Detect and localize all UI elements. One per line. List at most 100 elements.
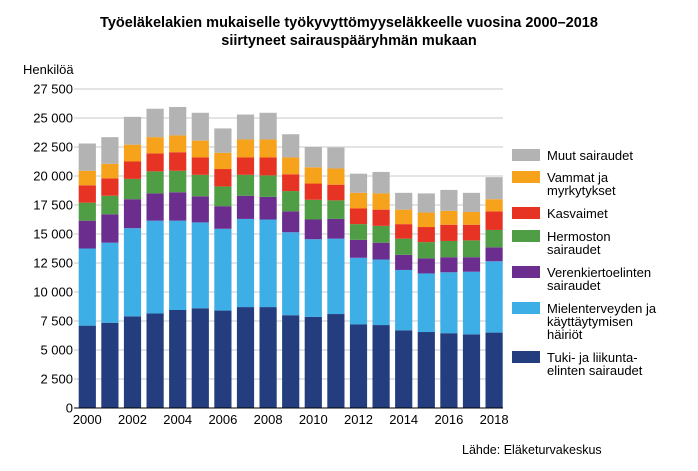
legend-label: käyttäytymisen [547,314,633,329]
bar-segment-2011-s2 [327,218,345,239]
bar-segment-2006-s0 [214,310,232,408]
bar-segment-2009-s3 [282,191,300,212]
x-tick-label: 2018 [480,412,509,427]
bar-segment-2013-s0 [372,325,390,408]
bar-segment-2010-s4 [304,183,322,200]
bar-segment-2000-s5 [78,170,96,186]
bar-segment-2005-s6 [191,112,209,141]
x-tick-label: 2006 [208,412,237,427]
bar-segment-2004-s4 [169,152,187,171]
bar-segment-2017-s0 [462,334,481,408]
bar-segment-2015-s1 [417,273,435,333]
bar-segment-2006-s3 [214,186,232,207]
bar-segment-2002-s3 [123,178,142,200]
bar-segment-2008-s6 [259,112,277,140]
legend-label: elinten sairaudet [547,363,643,378]
bar-segment-2002-s4 [123,161,142,179]
bar-segment-2002-s6 [123,116,142,145]
bar-segment-2015-s3 [417,242,435,259]
bar-segment-2002-s1 [123,228,142,317]
chart-title-line-1: Työeläkelakien mukaiselle työkyvyttömyys… [100,15,598,31]
bar-segment-2005-s2 [191,196,209,223]
bar-segment-2010-s6 [304,147,322,168]
legend-label: Tuki- ja liikunta- [547,350,638,365]
x-tick-label: 2004 [163,412,192,427]
bar-segment-2017-s6 [462,192,481,212]
bar-segment-2010-s5 [304,167,322,184]
legend-swatch [512,266,540,278]
bars [78,106,503,408]
bar-segment-2013-s5 [372,193,390,210]
bar-segment-2003-s3 [146,171,164,194]
bar-segment-2015-s4 [417,227,435,243]
y-tick-label: 27 500 [33,82,73,97]
bar-segment-2004-s2 [169,192,187,221]
bar-segment-2007-s0 [236,307,255,408]
bar-segment-2003-s6 [146,108,164,138]
bar-segment-2001-s0 [101,322,119,408]
legend-label: Kasvaimet [547,206,608,221]
bar-segment-2007-s5 [236,139,255,158]
bar-segment-2003-s4 [146,153,164,172]
bar-segment-2011-s1 [327,238,345,315]
bar-segment-2017-s2 [462,257,481,272]
bar-segment-2008-s3 [259,175,277,197]
bar-segment-2018-s5 [485,199,503,212]
bar-segment-2015-s5 [417,212,435,228]
bar-segment-2015-s6 [417,193,435,213]
bar-segment-2017-s1 [462,271,481,335]
bar-segment-2008-s4 [259,157,277,176]
bar-segment-2012-s6 [349,173,368,193]
bar-segment-2010-s1 [304,239,322,317]
bar-segment-2001-s1 [101,242,119,323]
bar-segment-2016-s0 [440,333,458,408]
bar-segment-2018-s1 [485,261,503,333]
legend-label: Verenkiertoelinten [547,265,651,280]
x-tick-label: 2002 [118,412,147,427]
bar-segment-2007-s1 [236,218,255,308]
bar-segment-2010-s3 [304,199,322,220]
legend-swatch [512,302,540,314]
bar-segment-2010-s0 [304,316,322,408]
bar-segment-2012-s1 [349,257,368,325]
y-tick-label: 25 000 [33,111,73,126]
x-tick-label: 2008 [254,412,283,427]
bar-segment-2014-s4 [395,224,413,239]
bar-segment-2013-s6 [372,171,390,194]
bar-segment-2018-s3 [485,229,503,248]
bar-segment-2002-s2 [123,199,142,229]
bar-segment-2003-s2 [146,193,164,221]
bar-segment-2000-s6 [78,143,96,171]
bar-segment-2006-s5 [214,152,232,170]
bar-segment-2000-s0 [78,325,96,408]
bar-segment-2013-s2 [372,242,390,260]
y-tick-label: 2 500 [40,372,73,387]
bar-segment-2004-s3 [169,170,187,193]
bar-segment-2000-s4 [78,185,96,203]
x-tick-label: 2012 [344,412,373,427]
y-tick-label: 5 000 [40,343,73,358]
bar-segment-2000-s3 [78,202,96,221]
bar-segment-2003-s1 [146,220,164,314]
bar-segment-2007-s2 [236,195,255,219]
legend-swatch [512,230,540,242]
bar-segment-2017-s5 [462,211,481,225]
bar-segment-2013-s1 [372,259,390,326]
y-axis-label: Henkilöä [23,62,74,77]
bar-segment-2001-s3 [101,195,119,215]
y-tick-label: 20 000 [33,169,73,184]
bar-segment-2001-s6 [101,137,119,164]
bar-segment-2009-s6 [282,134,300,158]
bar-segment-2002-s0 [123,316,142,408]
bar-segment-2016-s6 [440,189,458,211]
bar-segment-2005-s4 [191,157,209,175]
bar-segment-2012-s3 [349,224,368,240]
source-note: Lähde: Eläketurvakeskus [462,443,602,457]
legend-swatch [512,207,540,219]
legend-swatch [512,351,540,363]
bar-segment-2009-s4 [282,174,300,192]
bar-segment-2017-s4 [462,224,481,241]
axes: 0 2 500 5 000 7 500 10 000 12 500 15 000 17 500… [23,62,509,427]
legend-label: sairaudet [547,278,601,293]
x-tick-label: 2010 [299,412,328,427]
